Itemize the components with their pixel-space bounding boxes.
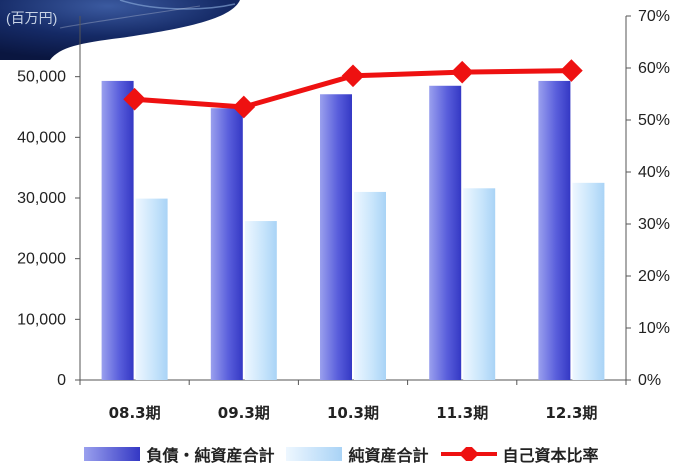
ratio-point	[450, 60, 474, 84]
axes	[75, 15, 631, 385]
ratio-point	[560, 59, 583, 82]
x-category-label: 12.3期	[545, 404, 597, 422]
ratio-point	[123, 87, 146, 111]
legend-item-equity-ratio: 自己資本比率	[440, 442, 599, 466]
bar-total	[538, 80, 571, 380]
y-right-tick-label: 20%	[638, 268, 670, 285]
bar-total	[320, 94, 352, 380]
bar-net-assets	[463, 188, 496, 380]
y-left-tick-label: 40,000	[17, 129, 66, 146]
x-category-label: 10.3期	[327, 404, 379, 422]
bars	[101, 80, 605, 381]
tick-labels: 0 10,000 20,000 30,000 40,000 50,000 0% 10% 20% 3…	[17, 8, 670, 422]
y-right-tick-label: 30%	[638, 216, 670, 233]
y-right-tick-label: 50%	[638, 112, 670, 129]
y-right-tick-label: 40%	[638, 164, 670, 181]
bar-total	[210, 108, 243, 381]
y-left-tick-label: 20,000	[17, 251, 66, 268]
bar-net-assets	[135, 198, 168, 380]
y-left-tick-label: 50,000	[17, 69, 66, 86]
y-left-tick-label: 10,000	[17, 311, 66, 328]
legend-swatch-total	[84, 447, 141, 461]
legend-item-total: 負債・純資産合計	[84, 442, 274, 466]
legend-label-net-assets: 純資産合計	[348, 446, 429, 465]
ratio-point	[232, 95, 256, 119]
legend: 負債・純資産合計 純資産合計 自己資本比率	[0, 442, 683, 466]
ratio-line	[123, 59, 583, 119]
legend-item-net-assets: 純資産合計	[286, 442, 429, 466]
y-left-tick-label: 30,000	[17, 190, 66, 207]
bar-net-assets	[572, 182, 605, 380]
unit-label: (百万円)	[6, 10, 58, 26]
x-category-label: 09.3期	[218, 404, 270, 422]
legend-swatch-equity-ratio	[440, 447, 497, 461]
legend-label-total: 負債・純資産合計	[146, 446, 275, 465]
legend-swatch-net-assets	[286, 447, 343, 461]
bar-net-assets	[244, 221, 277, 380]
y-right-tick-label: 10%	[638, 320, 670, 337]
legend-label-equity-ratio: 自己資本比率	[502, 446, 599, 465]
bar-net-assets	[354, 191, 386, 380]
bar-total	[101, 80, 134, 380]
bar-total	[429, 85, 462, 381]
combo-chart: 0 10,000 20,000 30,000 40,000 50,000 0% 10% 20% 3…	[17, 8, 670, 422]
x-category-label: 11.3期	[436, 404, 488, 422]
decorative-corner-graphic	[0, 0, 240, 60]
y-right-tick-label: 60%	[638, 60, 670, 77]
y-right-tick-label: 70%	[638, 8, 670, 25]
x-category-label: 08.3期	[109, 404, 161, 422]
y-left-tick-label: 0	[57, 372, 66, 389]
y-right-tick-label: 0%	[638, 372, 661, 389]
ratio-point	[341, 64, 365, 88]
